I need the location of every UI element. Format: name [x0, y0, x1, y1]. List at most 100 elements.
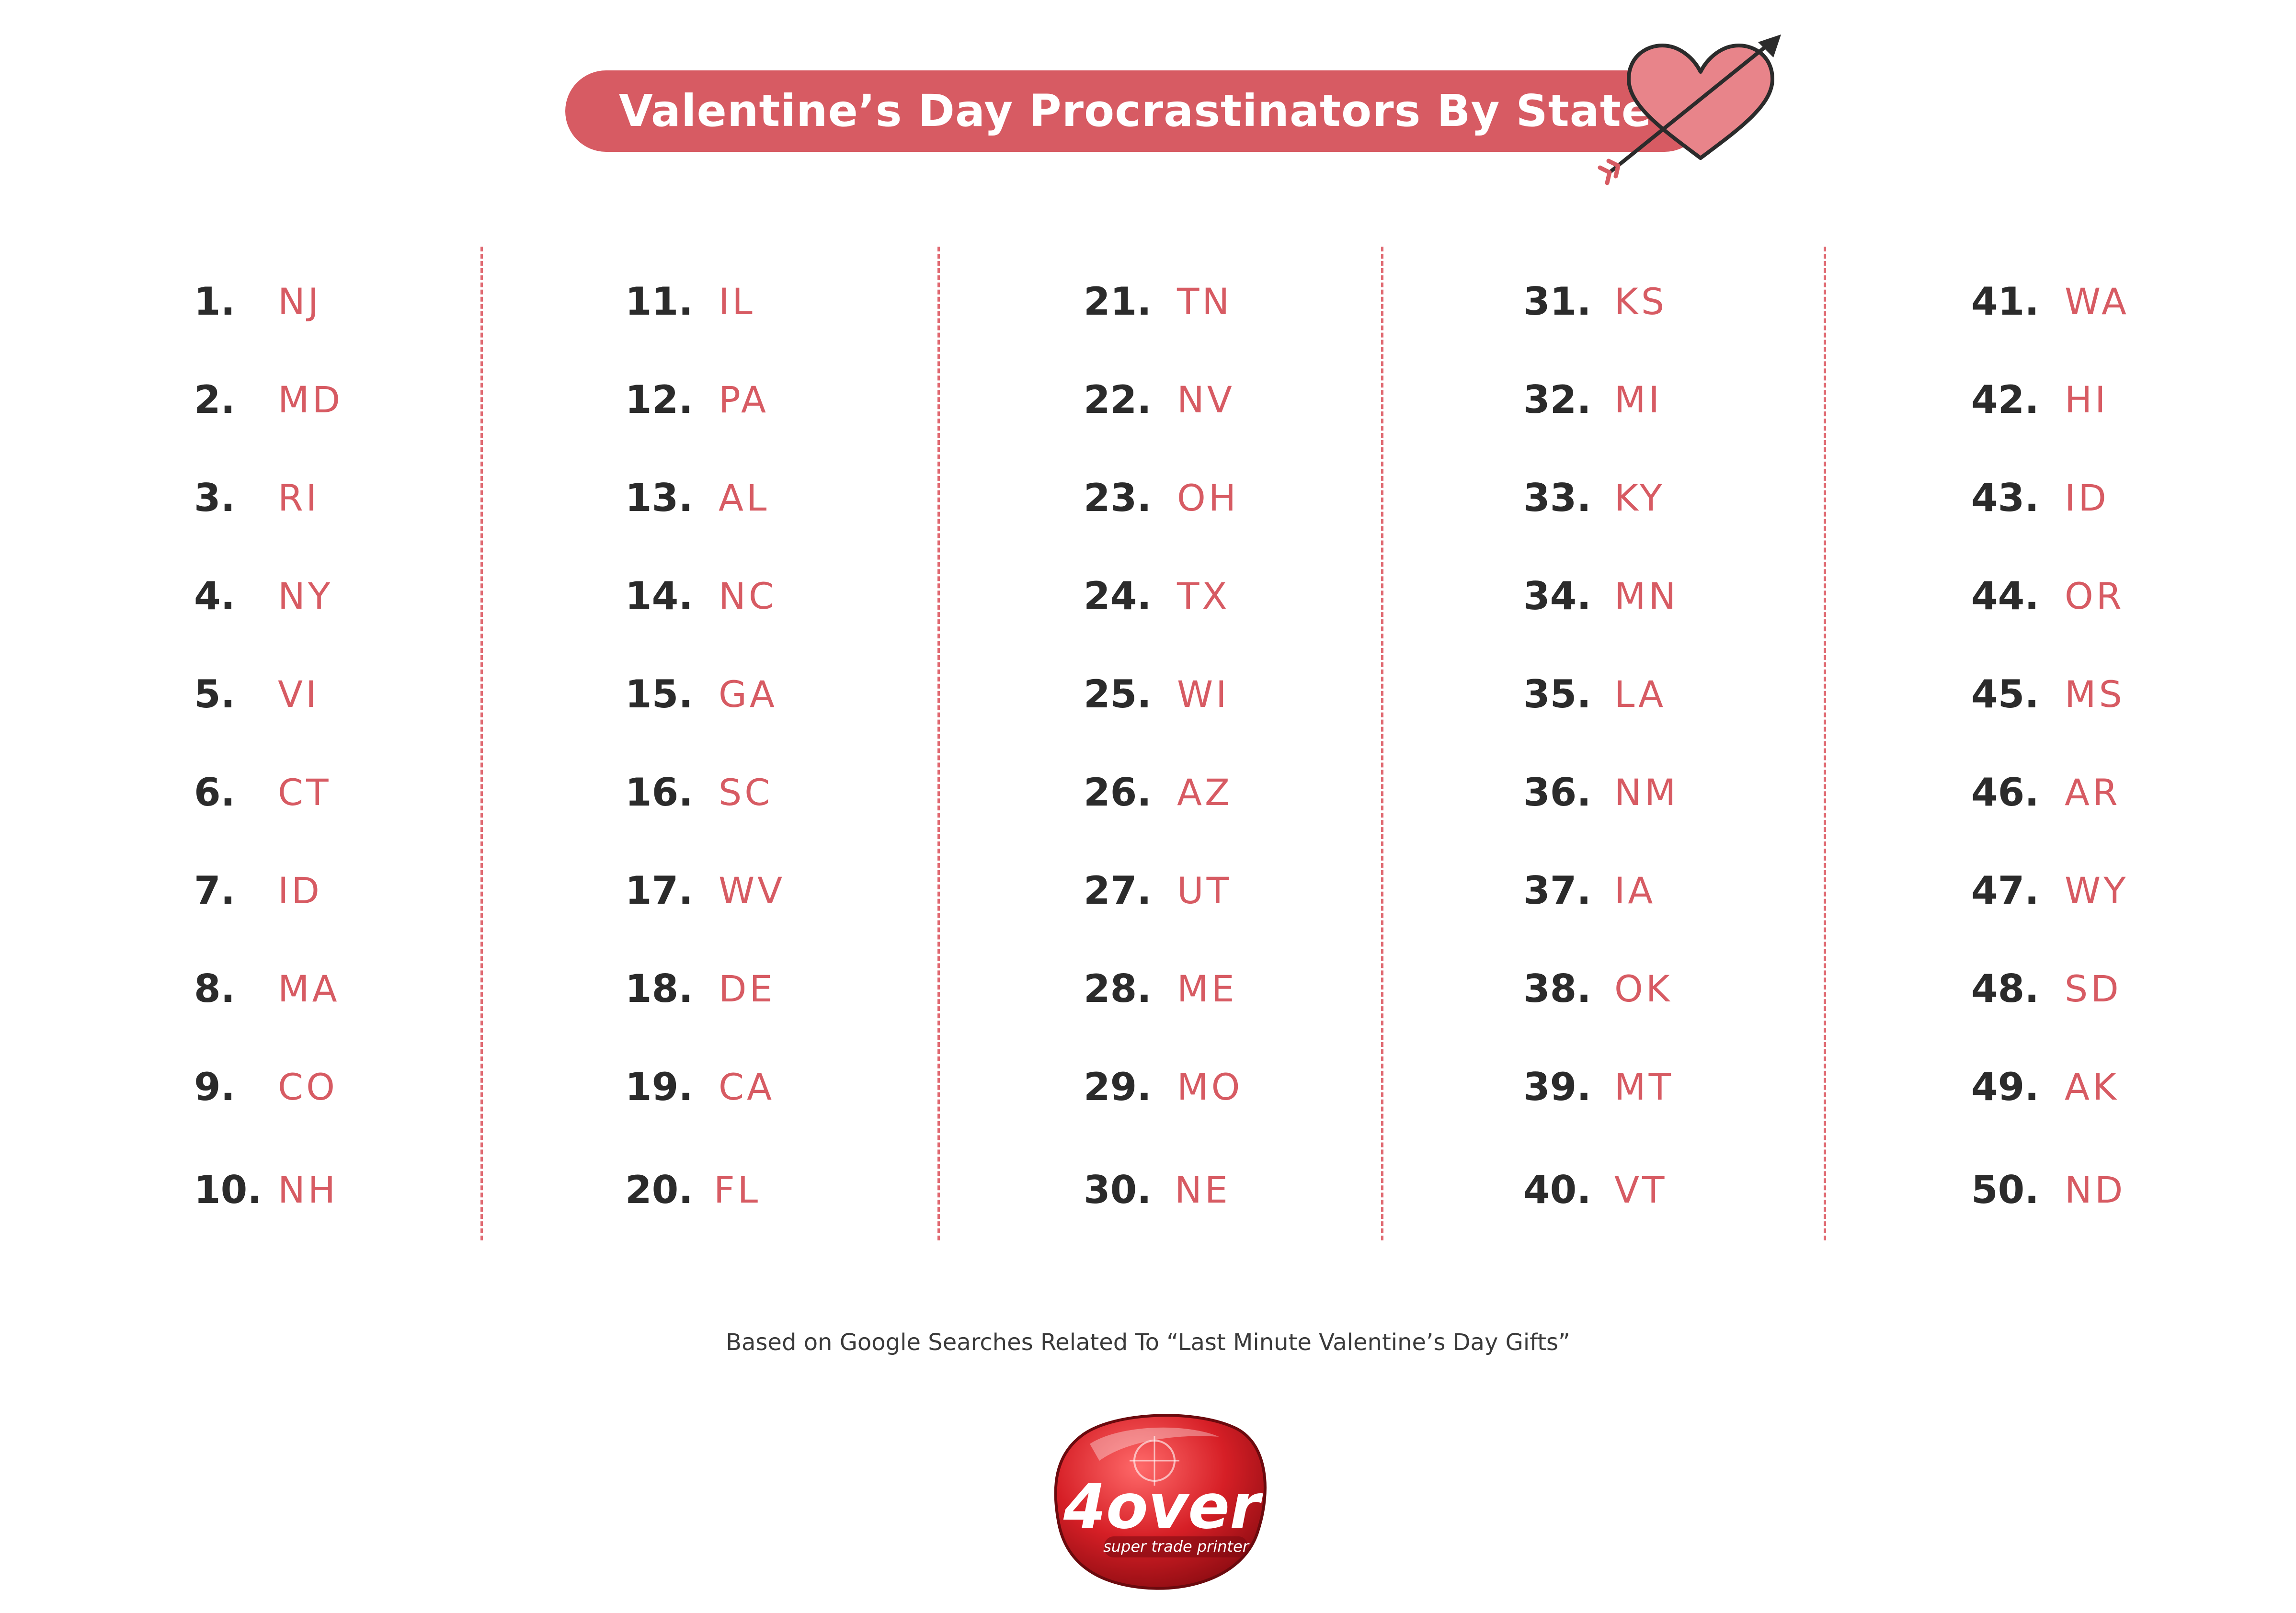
rank-number: 4.: [194, 574, 236, 618]
state-code: ME: [1177, 967, 1237, 1010]
rank-number: 48.: [1971, 966, 2039, 1011]
rank-number: 39.: [1523, 1065, 1591, 1109]
rank-number: 6.: [194, 770, 236, 815]
state-code: TN: [1177, 280, 1233, 323]
rank-number: 1.: [194, 279, 236, 324]
rank-number: 2.: [194, 377, 236, 422]
rank-number: 34.: [1523, 574, 1591, 618]
state-code: RI: [278, 477, 320, 519]
state-code: MA: [278, 967, 340, 1010]
state-code: WA: [2065, 280, 2129, 323]
state-code: ID: [2065, 477, 2109, 519]
state-code: ND: [2065, 1169, 2126, 1211]
rank-column-5: 41. WA 42. HI 43. ID 44. OR 45. MS 46. AR 47. W…: [1971, 273, 2296, 1279]
logo-brand-text: 4over: [1063, 1471, 1263, 1543]
state-code: LA: [1614, 673, 1667, 716]
rank-number: 9.: [194, 1065, 236, 1109]
rank-number: 45.: [1971, 672, 2039, 716]
state-code: NH: [278, 1169, 338, 1211]
state-code: CA: [719, 1066, 775, 1108]
state-code: NJ: [278, 280, 322, 323]
rank-number: 40.: [1523, 1168, 1591, 1212]
state-code: AR: [2065, 771, 2121, 814]
rank-number: 11.: [625, 279, 693, 324]
state-code: SD: [2065, 967, 2122, 1010]
state-code: MO: [1177, 1066, 1243, 1108]
rank-number: 38.: [1523, 966, 1591, 1011]
source-footnote: Based on Google Searches Related To “Las…: [726, 1329, 1570, 1356]
rank-number: 43.: [1971, 476, 2039, 520]
rank-number: 37.: [1523, 868, 1591, 913]
rank-number: 15.: [625, 672, 693, 716]
state-code: HI: [2065, 378, 2109, 421]
state-code: NE: [1175, 1169, 1231, 1211]
rank-number: 50.: [1971, 1168, 2039, 1212]
rank-number: 22.: [1084, 377, 1152, 422]
rank-number: 25.: [1084, 672, 1152, 716]
rank-number: 49.: [1971, 1065, 2039, 1109]
heart-arrow-icon: [1598, 34, 1781, 185]
state-code: VI: [278, 673, 320, 716]
rank-number: 33.: [1523, 476, 1591, 520]
state-code: ID: [278, 869, 322, 912]
rank-number: 8.: [194, 966, 236, 1011]
state-code: MD: [278, 378, 343, 421]
page-title: Valentine’s Day Procrastinators By State: [618, 85, 1652, 136]
state-code: MI: [1614, 378, 1662, 421]
rank-number: 14.: [625, 574, 693, 618]
rank-number: 13.: [625, 476, 693, 520]
rank-number: 20.: [625, 1168, 693, 1212]
column-divider: [1381, 247, 1383, 1240]
state-code: WI: [1177, 673, 1230, 716]
state-code: PA: [719, 378, 769, 421]
state-code: MN: [1614, 575, 1679, 617]
state-code: MT: [1614, 1066, 1674, 1108]
state-code: TX: [1177, 575, 1230, 617]
rank-number: 18.: [625, 966, 693, 1011]
rank-column-2: 11. IL 12. PA 13. AL 14. NC 15. GA 16. SC 17. W…: [625, 273, 1056, 1279]
rank-number: 44.: [1971, 574, 2039, 618]
rank-number: 24.: [1084, 574, 1152, 618]
state-code: NM: [1614, 771, 1679, 814]
rank-column-1: 1. NJ 2. MD 3. RI 4. NY 5. VI 6. CT 7. ID 8. MA …: [194, 273, 625, 1279]
state-code: KY: [1614, 477, 1665, 519]
state-code: KS: [1614, 280, 1668, 323]
state-code: GA: [719, 673, 777, 716]
rank-number: 17.: [625, 868, 693, 913]
rank-number: 36.: [1523, 770, 1591, 815]
state-code: IA: [1614, 869, 1656, 912]
state-code: FL: [714, 1169, 761, 1211]
rank-number: 42.: [1971, 377, 2039, 422]
column-divider: [937, 247, 940, 1240]
state-code: OR: [2065, 575, 2125, 617]
state-code: VT: [1614, 1169, 1668, 1211]
rank-number: 35.: [1523, 672, 1591, 716]
rank-number: 26.: [1084, 770, 1152, 815]
column-divider: [1824, 247, 1826, 1240]
state-code: CO: [278, 1066, 338, 1108]
state-code: UT: [1177, 869, 1232, 912]
logo-tagline: super trade printer: [1103, 1537, 1250, 1556]
state-code: NV: [1177, 378, 1235, 421]
state-code: AZ: [1177, 771, 1233, 814]
rank-number: 23.: [1084, 476, 1152, 520]
rank-column-4: 31. KS 32. MI 33. KY 34. MN 35. LA 36. NM 37. I…: [1523, 273, 1954, 1279]
state-code: MS: [2065, 673, 2125, 716]
state-code: CT: [278, 771, 331, 814]
rank-number: 19.: [625, 1065, 693, 1109]
state-code: WV: [719, 869, 786, 912]
rank-number: 10.: [194, 1168, 262, 1212]
state-code: AK: [2065, 1066, 2119, 1108]
rank-number: 31.: [1523, 279, 1591, 324]
state-code: AL: [719, 477, 770, 519]
rank-number: 47.: [1971, 868, 2039, 913]
rank-number: 5.: [194, 672, 236, 716]
rank-number: 41.: [1971, 279, 2039, 324]
column-divider: [480, 247, 483, 1240]
state-code: IL: [719, 280, 755, 323]
rank-number: 3.: [194, 476, 236, 520]
state-code: DE: [719, 967, 776, 1010]
rank-number: 7.: [194, 868, 236, 913]
brand-logo: 4over super trade printer: [1054, 1414, 1267, 1590]
rank-number: 46.: [1971, 770, 2039, 815]
